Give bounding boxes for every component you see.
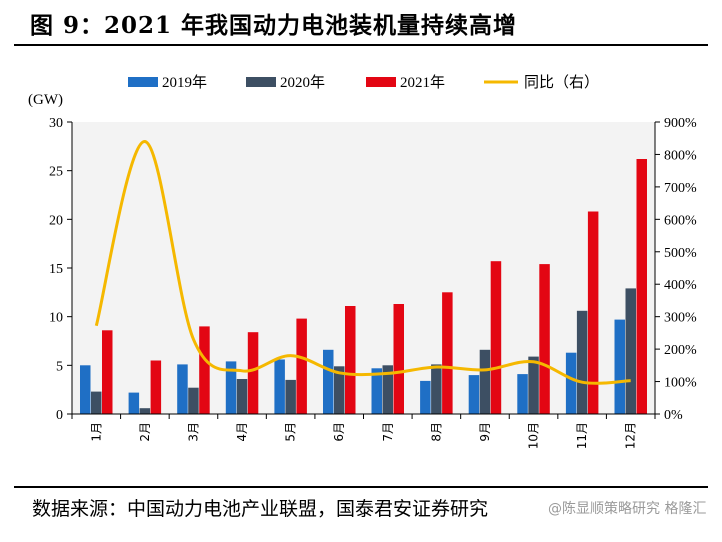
plot-background <box>72 122 655 414</box>
battery-installation-chart: 0510152025300%100%200%300%400%500%600%70… <box>28 74 697 449</box>
bar-2020年-2月 <box>139 408 151 414</box>
bar-2020年-9月 <box>479 349 491 414</box>
y-axis-unit: (GW) <box>28 92 63 108</box>
bar-2020年-8月 <box>431 364 442 414</box>
x-tick-label: 1月 <box>89 422 103 442</box>
top-rule <box>14 44 708 46</box>
right-tick-label: 800% <box>664 148 697 163</box>
left-tick-label: 25 <box>49 165 63 180</box>
bar-2020年-3月 <box>188 387 199 414</box>
x-tick-label: 12月 <box>624 422 638 449</box>
x-tick-label: 9月 <box>478 422 492 442</box>
right-tick-label: 500% <box>664 246 697 261</box>
bar-2021年-6月 <box>345 306 356 414</box>
bar-2020年-5月 <box>285 379 296 414</box>
left-tick-label: 30 <box>49 116 63 131</box>
right-tick-label: 300% <box>664 311 697 326</box>
right-tick-label: 700% <box>664 181 697 196</box>
x-tick-label: 10月 <box>527 422 541 449</box>
watermark: @陈显顺策略研究 格隆汇 <box>548 501 707 517</box>
bar-2021年-9月 <box>490 261 502 414</box>
bar-2021年-7月 <box>393 304 404 414</box>
bar-2019年-3月 <box>177 364 188 414</box>
bar-2019年-4月 <box>225 361 237 414</box>
x-tick-label: 2月 <box>138 422 152 442</box>
bar-2019年-7月 <box>371 368 382 414</box>
right-tick-label: 100% <box>664 376 697 391</box>
bar-2021年-4月 <box>247 332 259 414</box>
left-tick-label: 0 <box>56 408 63 423</box>
x-tick-label: 8月 <box>429 422 443 442</box>
legend-label: 2019年 <box>162 74 207 91</box>
bar-2020年-12月 <box>625 288 636 414</box>
x-tick-label: 5月 <box>284 422 298 442</box>
bar-2021年-12月 <box>636 159 647 414</box>
x-tick-label: 6月 <box>332 422 346 442</box>
bar-2019年-8月 <box>420 380 431 414</box>
bar-2019年-5月 <box>274 359 285 414</box>
right-tick-label: 200% <box>664 343 697 358</box>
x-tick-label: 11月 <box>575 422 589 449</box>
left-tick-label: 15 <box>49 262 63 277</box>
bar-2019年-1月 <box>80 365 91 414</box>
left-tick-label: 20 <box>49 213 63 228</box>
bar-2021年-8月 <box>442 292 453 414</box>
figure-title: 图 9：2021 年我国动力电池装机量持续高增 <box>30 12 518 39</box>
x-tick-label: 4月 <box>235 422 249 442</box>
right-tick-label: 900% <box>664 116 697 131</box>
bar-2020年-7月 <box>382 365 393 414</box>
bar-2019年-11月 <box>565 352 577 414</box>
bottom-rule <box>14 486 708 488</box>
legend-label: 2020年 <box>280 74 325 91</box>
bar-2021年-1月 <box>102 330 113 414</box>
right-tick-label: 0% <box>664 408 683 423</box>
legend-label: 2021年 <box>400 74 445 91</box>
left-tick-label: 10 <box>49 311 63 326</box>
right-tick-label: 600% <box>664 213 697 228</box>
bar-2021年-11月 <box>587 211 599 414</box>
bar-2019年-2月 <box>128 392 140 414</box>
x-tick-label: 3月 <box>186 422 200 442</box>
bar-2021年-2月 <box>150 360 162 414</box>
left-tick-label: 5 <box>56 359 63 374</box>
x-tick-label: 7月 <box>381 422 395 442</box>
bar-2019年-6月 <box>323 349 334 414</box>
bar-2021年-10月 <box>539 264 550 414</box>
bar-2019年-9月 <box>468 375 480 414</box>
legend-swatch-2019年 <box>128 77 158 87</box>
bar-2020年-10月 <box>528 356 539 414</box>
line-series-yoy <box>94 140 631 385</box>
bar-2020年-6月 <box>334 366 345 414</box>
bar-2021年-5月 <box>296 318 307 414</box>
bar-2019年-12月 <box>614 319 625 414</box>
source-note: 数据来源：中国动力电池产业联盟，国泰君安证券研究 <box>32 498 489 520</box>
bar-2020年-1月 <box>91 391 102 414</box>
legend-swatch-2020年 <box>246 77 276 87</box>
right-tick-label: 400% <box>664 278 697 293</box>
bar-2020年-11月 <box>576 310 588 414</box>
bar-2021年-3月 <box>199 326 210 414</box>
bar-2019年-10月 <box>517 374 528 414</box>
legend-swatch-2021年 <box>366 77 396 87</box>
bar-2020年-4月 <box>236 379 248 414</box>
legend-label: 同比（右） <box>524 74 599 91</box>
